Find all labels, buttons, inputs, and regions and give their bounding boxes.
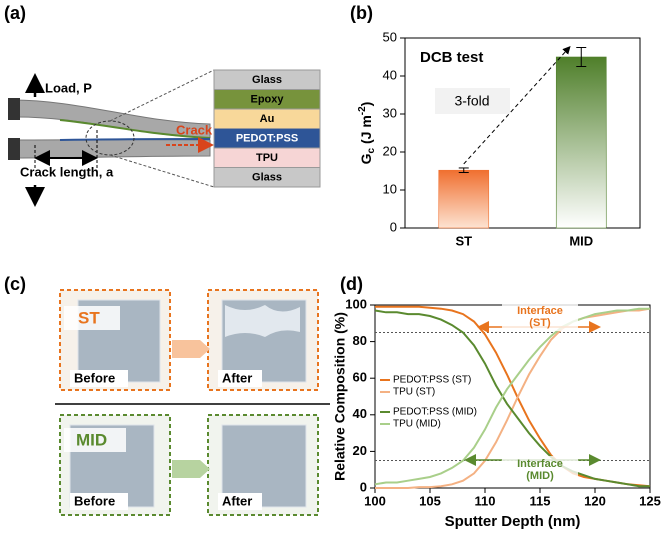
layer-label: Au: [260, 113, 275, 125]
y-tick-label: 0: [390, 219, 397, 234]
x-tick-label: 125: [639, 493, 661, 508]
label-bg: [70, 493, 128, 510]
x-tick-label: 105: [419, 493, 441, 508]
interface-label-line: Interface: [517, 458, 563, 470]
y-axis-label-part: -2: [357, 106, 368, 115]
crack-length-label: Crack length, a: [20, 164, 114, 179]
annotation: 3-fold: [454, 93, 489, 109]
annotation-bg: [502, 456, 578, 484]
error-bar: [458, 167, 469, 174]
y-tick-label: 20: [383, 143, 397, 158]
grip: [8, 98, 20, 120]
arrow: [172, 460, 210, 478]
interface-label: Interface (ST): [517, 305, 563, 329]
series-line: [375, 307, 651, 489]
interface-label-line: Interface: [517, 305, 563, 317]
load-label: Load, P: [45, 80, 92, 95]
arrow: [172, 340, 210, 358]
legend-label: TPU (ST): [393, 387, 435, 398]
x-tick-label: ST: [455, 233, 472, 248]
layer-label: Glass: [252, 74, 282, 86]
layer: [213, 167, 321, 188]
sample-label: ST: [78, 308, 100, 327]
adhesive: [59, 138, 211, 141]
annotation: DCB test: [420, 49, 483, 66]
panel-label: (a): [4, 3, 26, 23]
y-tick-label: 60: [353, 370, 367, 385]
before-label: Before: [74, 493, 115, 508]
y-axis-label-part: (J m: [358, 115, 374, 148]
after-label: After: [222, 370, 252, 385]
interface-label-line: (ST): [529, 317, 551, 329]
y-tick-label: 40: [353, 406, 367, 421]
after-label: After: [222, 493, 252, 508]
annotation-box: [435, 88, 510, 114]
bar: [555, 56, 607, 229]
dcb-diagram: Load, P Crack length, a Crack Glass Epoxy…: [8, 69, 321, 207]
photos: ST Before After MID Before After: [55, 289, 330, 516]
label-bg: [64, 306, 120, 330]
x-tick-label: MID: [569, 233, 593, 248]
panel-label: (c): [4, 274, 26, 294]
series-line: [374, 307, 650, 486]
layer-label: PEDOT:PSS: [236, 132, 298, 144]
x-tick-label: 100: [364, 493, 386, 508]
y-tick-label: 50: [383, 29, 397, 44]
y-tick-label: 10: [383, 181, 397, 196]
layer-label: TPU: [256, 152, 278, 164]
zoom-line: [109, 69, 215, 122]
plot-frame: [404, 37, 641, 229]
y-axis-label: Relative Composition (%): [332, 312, 348, 481]
label-bg: [218, 370, 262, 387]
panel-label: (d): [340, 274, 363, 294]
legend-label: PEDOT:PSS (ST): [393, 375, 471, 386]
y-axis-label-part: c: [366, 147, 377, 153]
y-tick-label: 100: [345, 296, 367, 311]
y-tick-label: 30: [383, 105, 397, 120]
zoom-line: [109, 154, 215, 188]
interface-label-line: (MID): [526, 470, 554, 482]
bar: [438, 169, 490, 229]
x-tick-label: 120: [584, 493, 606, 508]
legend-label: TPU (MID): [393, 419, 441, 430]
crack-label: Crack: [176, 122, 213, 137]
sample-label: MID: [76, 430, 107, 449]
interface-label: Interface (MID): [517, 458, 563, 482]
label-bg: [218, 493, 262, 510]
y-tick-label: 20: [353, 443, 367, 458]
y-tick-label: 40: [383, 67, 397, 82]
label-bg: [64, 428, 126, 452]
before-label: Before: [74, 370, 115, 385]
x-tick-label: 115: [530, 493, 551, 508]
y-tick-label: 80: [353, 333, 367, 348]
y-axis-label-part: ): [358, 102, 374, 107]
series-line: [374, 309, 650, 488]
grip: [8, 138, 20, 160]
label-bg: [70, 370, 128, 387]
error-bar: [576, 47, 587, 67]
x-tick-label: 110: [475, 493, 496, 508]
y-tick-label: 0: [360, 479, 367, 494]
y-axis-label-part: G: [358, 153, 374, 164]
panel-label: (b): [350, 3, 373, 23]
x-axis-label: Sputter Depth (nm): [445, 513, 581, 530]
y-axis-label: Gc (J m-2): [357, 102, 377, 165]
layer-label: Epoxy: [250, 93, 284, 105]
ratio-arrow: [463, 46, 571, 165]
layer-label: Glass: [252, 171, 282, 183]
delamination: [225, 305, 300, 337]
legend-label: PEDOT:PSS (MID): [393, 407, 477, 418]
annotation-bg: [502, 303, 578, 331]
